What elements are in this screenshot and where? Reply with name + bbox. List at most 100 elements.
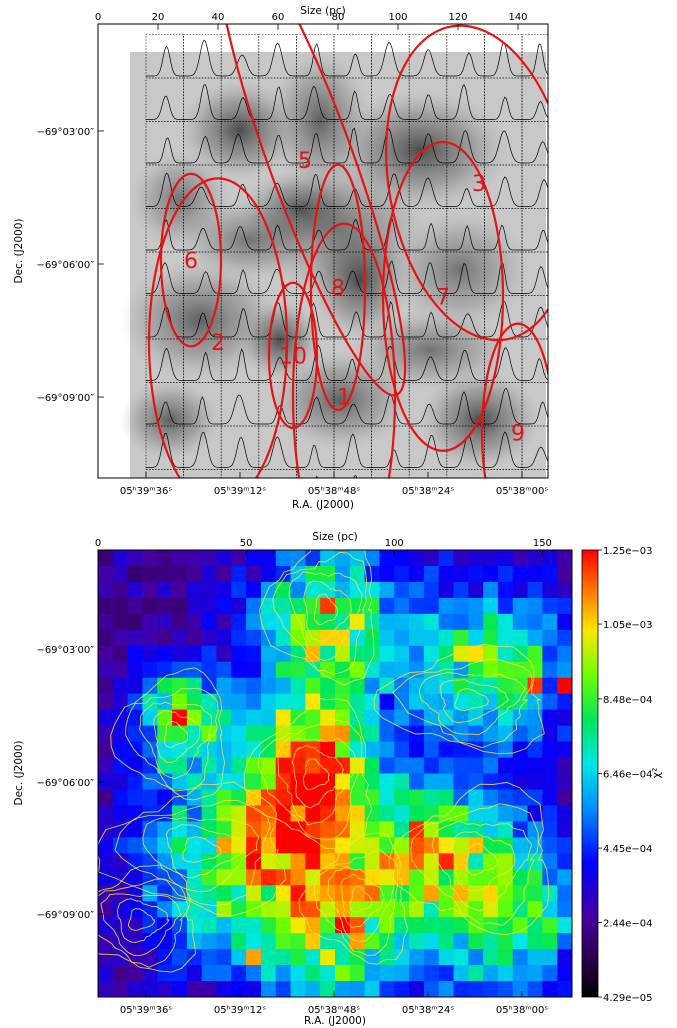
heatmap-cell: [320, 741, 336, 758]
contour-line: [388, 781, 550, 936]
heatmap-cell: [364, 757, 380, 774]
heatmap-cell: [335, 949, 351, 966]
heatmap-cell: [290, 741, 306, 758]
heatmap-cell: [542, 550, 558, 567]
bottom-dec-tick-label: −69°03′00″: [36, 645, 94, 656]
contour-line: [440, 679, 510, 724]
heatmap-cell: [201, 821, 217, 838]
colorbar-tick-label: 4.45e−04: [603, 844, 653, 855]
heatmap-cell: [186, 597, 203, 615]
heatmap-cell: [305, 661, 321, 679]
contour-line: [117, 898, 170, 943]
heatmap-cell: [335, 805, 351, 822]
heatmap-cell: [98, 725, 114, 742]
heatmap-cell: [512, 565, 528, 583]
heatmap-cell: [527, 901, 543, 918]
heatmap-cell: [186, 581, 203, 599]
spectrum-profile: [296, 133, 334, 164]
heatmap-cell: [142, 661, 158, 679]
heatmap-cell: [290, 581, 306, 599]
heatmap-cell: [483, 581, 499, 599]
heatmap-cell: [379, 597, 395, 615]
heatmap-cell: [290, 933, 306, 950]
heatmap-cell: [349, 550, 366, 567]
heatmap-cell: [246, 645, 262, 663]
heatmap-cell: [127, 773, 143, 790]
heatmap-cell: [246, 853, 262, 870]
heatmap-cell: [497, 725, 514, 742]
heatmap-cell: [246, 741, 262, 758]
bottom-ra-tick-label: 05ʰ38ᵐ00ˢ: [496, 1005, 548, 1016]
heatmap-cell: [394, 789, 410, 806]
heatmap-cell: [142, 869, 158, 886]
heatmap-cell: [142, 917, 158, 934]
heatmap-cell: [379, 629, 395, 647]
heatmap-cell: [186, 741, 203, 758]
heatmap-cell: [483, 661, 499, 679]
heatmap-cell: [260, 725, 277, 742]
heatmap-cell: [512, 981, 528, 997]
heatmap-cell: [468, 853, 484, 870]
spectrum-profile: [446, 224, 485, 251]
heatmap-cell: [379, 949, 395, 966]
heatmap-cell: [275, 789, 291, 806]
spectrum-profile: [258, 42, 297, 77]
heatmap-cell: [231, 597, 247, 615]
heatmap-cell: [468, 693, 484, 711]
heatmap-cell: [335, 709, 351, 727]
heatmap-cell: [216, 917, 232, 934]
heatmap-cell: [127, 597, 143, 615]
heatmap-cell: [542, 677, 558, 695]
heatmap-cell: [483, 565, 499, 583]
heatmap-cell: [394, 645, 410, 663]
heatmap-cell: [216, 821, 232, 838]
heatmap-cell: [142, 965, 158, 982]
heatmap-cell: [512, 853, 528, 870]
heatmap-cell: [201, 837, 217, 854]
contour-line: [314, 849, 399, 956]
heatmap-cell: [379, 741, 395, 758]
heatmap-cell: [142, 693, 158, 711]
heatmap-cell: [438, 645, 454, 663]
heatmap-cell: [468, 869, 484, 886]
spectrum-profile: [446, 313, 485, 338]
spectrum-profile: [296, 173, 334, 207]
heatmap-cell: [172, 933, 188, 950]
heatmap-cell: [246, 581, 262, 599]
spectrum-profile: [183, 84, 222, 120]
contour-line: [114, 799, 271, 907]
heatmap-cell: [290, 661, 306, 679]
heatmap-cell: [453, 709, 469, 727]
heatmap-cell: [157, 837, 173, 854]
heatmap-cell: [157, 965, 173, 982]
colorbar-label: χ²: [650, 768, 663, 779]
heatmap-cell: [172, 757, 188, 774]
heatmap-cell: [275, 821, 291, 838]
heatmap-cell: [246, 613, 262, 631]
spectrum-profile: [409, 403, 447, 425]
heatmap-cell: [98, 581, 114, 599]
heatmap-cell: [409, 805, 425, 822]
heatmap-cell: [423, 629, 440, 647]
heatmap-cell: [290, 869, 306, 886]
heatmap-cell: [320, 597, 336, 615]
bottom-panel: 0 50 100 150 05ʰ39ᵐ36ˢ 05ʰ39ᵐ12ˢ 05ʰ38ᵐ48ˢ 05ʰ3…: [13, 531, 663, 1027]
heatmap-cell: [216, 773, 232, 790]
bottom-dec-tick-label: −69°09′00″: [36, 910, 94, 921]
heatmap-cell: [246, 629, 262, 647]
heatmap-cell: [468, 949, 484, 966]
heatmap-cell: [142, 789, 158, 806]
spectrum-profile: [522, 401, 548, 425]
heatmap-cell: [483, 757, 499, 774]
heatmap-cell: [409, 917, 425, 934]
heatmap-cell: [542, 629, 558, 647]
heatmap-cell: [320, 853, 336, 870]
heatmap-cell: [409, 901, 425, 918]
contour-line: [288, 571, 363, 662]
heatmap-cell: [557, 645, 572, 663]
heatmap-cell: [394, 773, 410, 790]
heatmap-cell: [305, 917, 321, 934]
spectrum-profile: [371, 260, 410, 294]
top-dec-axis-label: Dec. (J2000): [13, 218, 25, 283]
heatmap-cell: [112, 581, 129, 599]
